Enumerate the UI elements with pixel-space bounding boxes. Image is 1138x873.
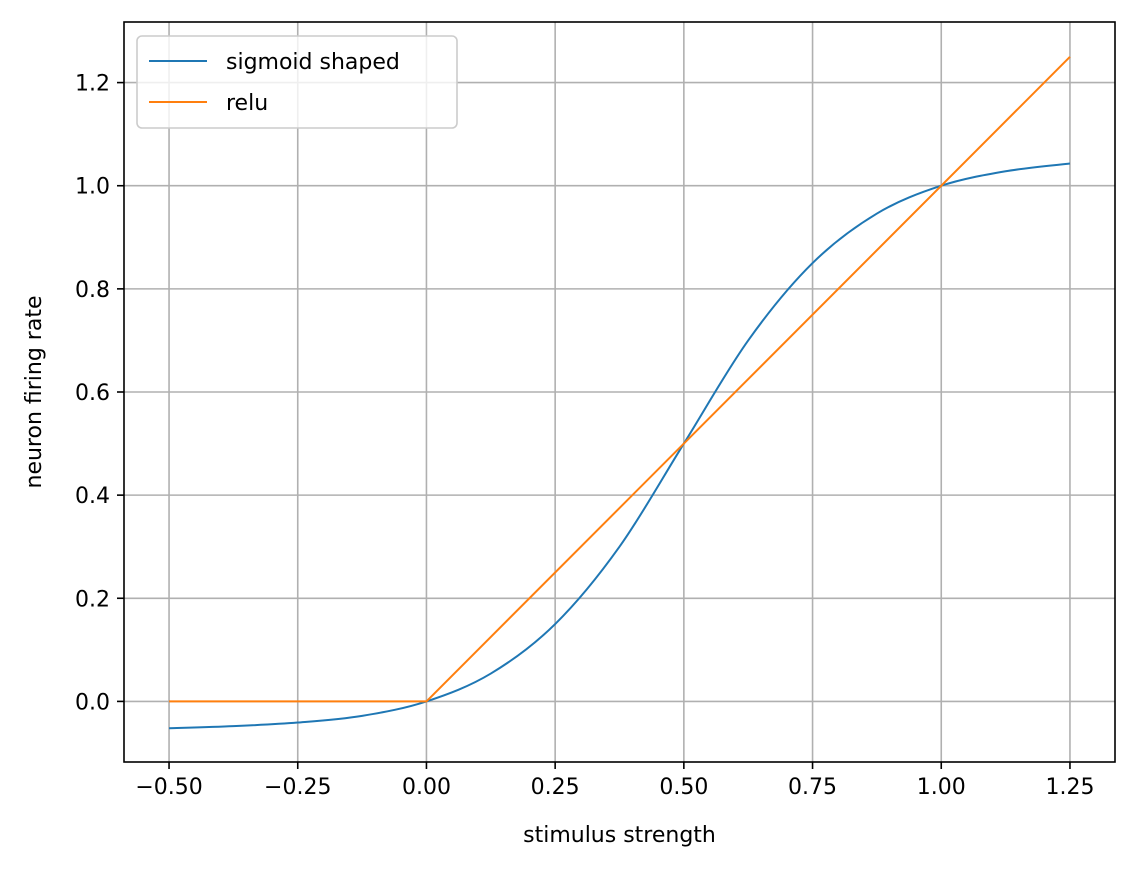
y-tick-label: 1.2 (75, 72, 110, 97)
y-tick-label: 0.6 (75, 381, 110, 406)
series-line-relu (169, 56, 1071, 703)
y-tick-label: 0.0 (75, 690, 110, 715)
legend-label-sigmoid-shaped: sigmoid shaped (226, 50, 400, 75)
series-line-sigmoid-shaped (169, 162, 1071, 730)
y-tick-label: 0.4 (75, 484, 110, 509)
x-tick-label: 0.75 (788, 775, 837, 800)
x-tick-label: 0.25 (531, 775, 580, 800)
grid-layer (124, 22, 1115, 762)
x-tick-label: 0.50 (659, 775, 708, 800)
legend-box (136, 35, 458, 129)
legend: sigmoid shaped relu (136, 35, 458, 129)
y-tick-label: 0.2 (75, 587, 110, 612)
x-tick-label: 1.00 (917, 775, 966, 800)
legend-label-relu: relu (226, 91, 268, 116)
y-axis-title: neuron firing rate (22, 296, 47, 489)
x-axis-title: stimulus strength (523, 823, 716, 848)
x-tick-label: 0.00 (402, 775, 451, 800)
y-tick-label: 0.8 (75, 278, 110, 303)
y-tick-label: 1.0 (75, 175, 110, 200)
x-tick-label: 1.25 (1045, 775, 1094, 800)
x-tick-label: −0.50 (135, 775, 202, 800)
series-layer (169, 56, 1071, 730)
x-tick-label: −0.25 (264, 775, 331, 800)
ticks-layer: −0.50 −0.25 0.00 0.25 0.50 0.75 1.00 1.25 0.0 0.2… (75, 72, 1094, 800)
